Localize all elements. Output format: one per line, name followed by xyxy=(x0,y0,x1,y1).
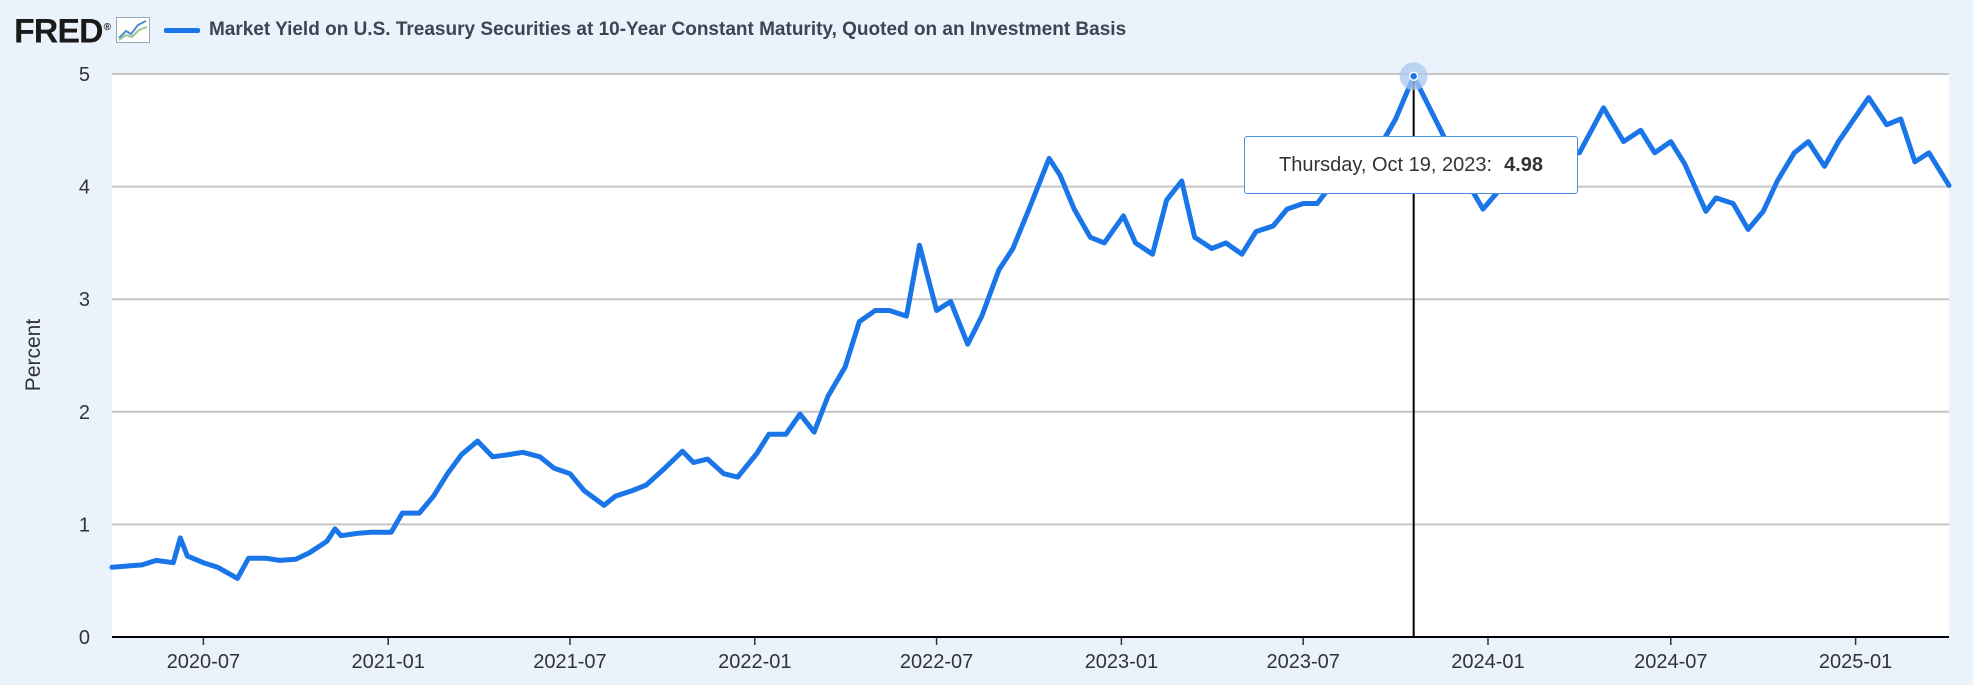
x-tick-label: 2021-07 xyxy=(533,651,606,673)
y-tick-label: 5 xyxy=(79,64,90,86)
x-tick-label: 2025-01 xyxy=(1819,651,1892,673)
x-tick-label: 2023-01 xyxy=(1085,651,1158,673)
hover-marker xyxy=(1408,71,1419,82)
grid-lines xyxy=(112,73,1949,526)
y-tick-label: 1 xyxy=(79,514,90,536)
y-axis-ticks: 0 1 2 3 4 5 xyxy=(79,64,90,649)
hover-tooltip: Thursday, Oct 19, 2023: 4.98 xyxy=(1244,136,1578,194)
legend-swatch xyxy=(163,27,200,33)
y-axis-label: Percent xyxy=(22,319,45,392)
tooltip-value: 4.98 xyxy=(1504,153,1543,176)
y-tick-label: 2 xyxy=(79,402,90,424)
fred-logo[interactable]: FRED® xyxy=(14,12,111,51)
x-tick-label: 2023-07 xyxy=(1266,651,1339,673)
x-tick-label: 2022-01 xyxy=(718,651,791,673)
x-tick-label: 2021-01 xyxy=(351,651,424,673)
line-chart-icon xyxy=(115,17,150,43)
x-tick-label: 2024-07 xyxy=(1634,651,1707,673)
y-tick-label: 4 xyxy=(79,177,90,199)
y-tick-label: 3 xyxy=(79,289,90,311)
x-axis-ticks: 2020-07 2021-01 2021-07 2022-01 2022-07 2023-… xyxy=(167,637,1892,673)
series-line xyxy=(109,73,1952,581)
chart-header: FRED® Market Yield on U.S. Treasury Secu… xyxy=(14,12,1127,51)
plot-area xyxy=(112,74,1949,637)
y-tick-label: 0 xyxy=(79,627,90,649)
x-tick-label: 2024-01 xyxy=(1451,651,1524,673)
tooltip-date: Thursday, Oct 19, 2023: xyxy=(1278,153,1493,176)
x-tick-label: 2020-07 xyxy=(167,651,240,673)
legend-series-title: Market Yield on U.S. Treasury Securities… xyxy=(208,19,1127,40)
x-tick-label: 2022-07 xyxy=(900,651,973,673)
chart-legend: Market Yield on U.S. Treasury Securities… xyxy=(163,19,1127,41)
